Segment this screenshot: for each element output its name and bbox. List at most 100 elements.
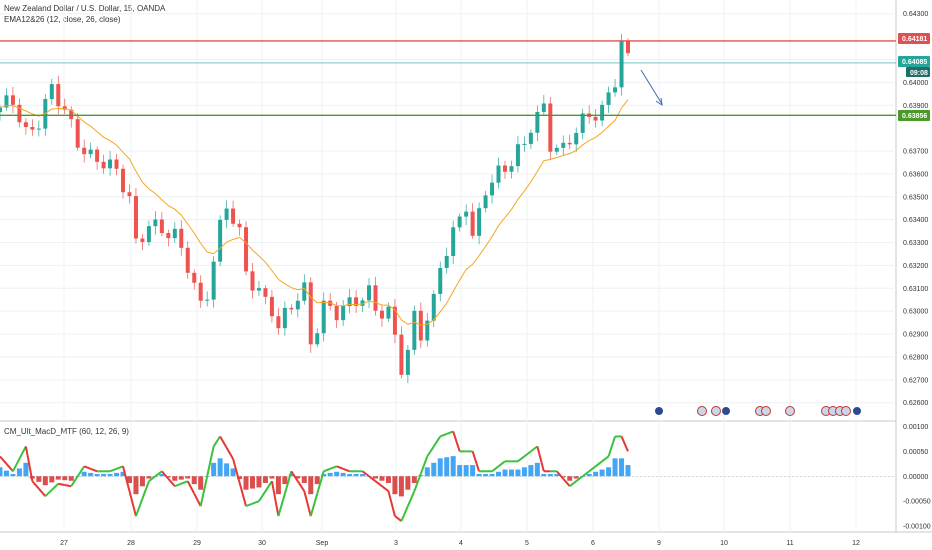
macd-line-segment — [387, 490, 396, 517]
candle-body — [133, 196, 138, 239]
candle-body — [244, 227, 249, 272]
macd-histogram-bar — [55, 476, 61, 480]
macd-indicator-label[interactable]: CM_Ult_MacD_MTF (60, 12, 26, 9) — [4, 427, 129, 436]
candle-body — [509, 166, 514, 172]
macd-line-segment — [154, 470, 163, 478]
macd-line-segment — [419, 455, 429, 475]
macd-histogram-bar — [606, 467, 612, 477]
us-flag-event-icon[interactable] — [841, 406, 851, 416]
us-flag-event-icon[interactable] — [711, 406, 721, 416]
macd-line-segment — [368, 475, 377, 483]
macd-histogram-bar — [126, 476, 132, 483]
macd-histogram-bar — [392, 476, 398, 495]
macd-line-segment — [148, 475, 156, 483]
us-flag-event-icon[interactable] — [785, 406, 795, 416]
candle-body — [166, 233, 171, 239]
macd-histogram-bar — [269, 476, 275, 479]
time-tick-label: 3 — [394, 540, 398, 547]
nz-flag-event-icon[interactable] — [654, 406, 664, 416]
time-tick-label: 6 — [591, 540, 595, 547]
us-flag-event-icon[interactable] — [761, 406, 771, 416]
candle-body — [341, 306, 346, 321]
resistance-price-text: 0.64181 — [902, 36, 927, 43]
support-price-tag: 0.63856 — [898, 110, 930, 121]
macd-histogram-bar — [424, 467, 430, 477]
candle-body — [451, 227, 456, 257]
macd-tick-label: 0.00000 — [903, 474, 928, 481]
macd-histogram-bar — [308, 476, 314, 495]
macd-histogram-bar — [502, 469, 508, 477]
macd-histogram-bar — [437, 458, 443, 477]
macd-histogram-bar — [172, 476, 178, 481]
candle-body — [541, 103, 546, 112]
ema-line — [0, 99, 629, 326]
candle-body — [405, 349, 410, 375]
candle-body — [185, 247, 190, 273]
candle-body — [62, 106, 67, 110]
macd-line-segment — [58, 482, 65, 486]
macd-histogram-bar — [146, 476, 152, 479]
candle-body — [464, 211, 469, 217]
economic-events-row[interactable] — [654, 406, 862, 416]
candle-body — [561, 142, 566, 148]
macd-line-segment — [0, 455, 8, 465]
macd-histogram-bar — [463, 465, 469, 477]
macd-line-segment — [128, 490, 137, 517]
macd-histogram-bar — [334, 471, 340, 477]
candle-body — [224, 208, 229, 220]
macd-histogram-bar — [528, 465, 534, 477]
macd-histogram-bar — [42, 476, 48, 486]
candle-body — [56, 84, 61, 107]
macd-line-segment — [225, 447, 234, 460]
macd-line-segment — [536, 446, 545, 472]
macd-line-segment — [381, 485, 390, 492]
macd-line-segment — [277, 493, 286, 517]
macd-histogram-bar — [49, 476, 55, 483]
candle-body — [502, 165, 507, 172]
candle-body — [457, 216, 462, 228]
candle-body — [237, 223, 242, 228]
macd-line-segment — [252, 500, 260, 505]
candle-body — [75, 119, 80, 148]
macd-line-segment — [283, 470, 293, 494]
macd-line-segment — [270, 481, 280, 517]
macd-line-segment — [303, 490, 312, 517]
macd-histogram-bar — [327, 472, 333, 477]
macd-line-segment — [12, 458, 21, 472]
macd-line-segment — [51, 482, 59, 491]
candle-body — [140, 238, 145, 243]
time-axis[interactable]: 27 28 29 30 Sep 3 4 5 6 9 10 11 12 — [60, 540, 860, 547]
down-arrow-drawing[interactable] — [640, 69, 663, 107]
price-tick-label: 0.64300 — [903, 11, 928, 18]
macd-line-segment — [394, 515, 403, 522]
ema-indicator-label[interactable]: EMA12&26 (12, close, 26, close) — [4, 15, 121, 24]
macd-histogram-bar — [360, 474, 366, 477]
candle-body — [600, 104, 605, 121]
nz-flag-event-icon[interactable] — [852, 406, 862, 416]
macd-line-segment — [432, 435, 442, 447]
candle-body — [321, 300, 326, 334]
macd-line-segment — [109, 467, 117, 473]
candle-body — [82, 147, 87, 155]
candle-body — [360, 300, 365, 306]
candle-body — [30, 126, 35, 130]
current-price-text: 0.64085 — [902, 59, 927, 66]
candle-body — [69, 109, 74, 120]
macd-line-segment — [329, 465, 338, 470]
candle-body — [334, 305, 339, 321]
macd-line-segment — [562, 478, 571, 487]
us-flag-event-icon[interactable] — [697, 406, 707, 416]
time-tick-label: 11 — [786, 540, 793, 547]
price-tick-label: 0.63900 — [903, 103, 928, 110]
macd-line-segment — [245, 502, 253, 508]
macd-histogram-bar — [217, 458, 223, 477]
resistance-price-tag: 0.64181 — [898, 33, 930, 44]
macd-histogram-bar — [547, 474, 553, 477]
macd-line-segment — [406, 490, 416, 507]
candle-body — [515, 144, 520, 167]
macd-axis[interactable]: 0.00100 0.00050 0.00000 -0.00050 -0.00100 — [903, 424, 931, 531]
macd-histogram-bar — [107, 474, 113, 477]
macd-line-segment — [64, 483, 72, 488]
nz-flag-event-icon[interactable] — [721, 406, 731, 416]
